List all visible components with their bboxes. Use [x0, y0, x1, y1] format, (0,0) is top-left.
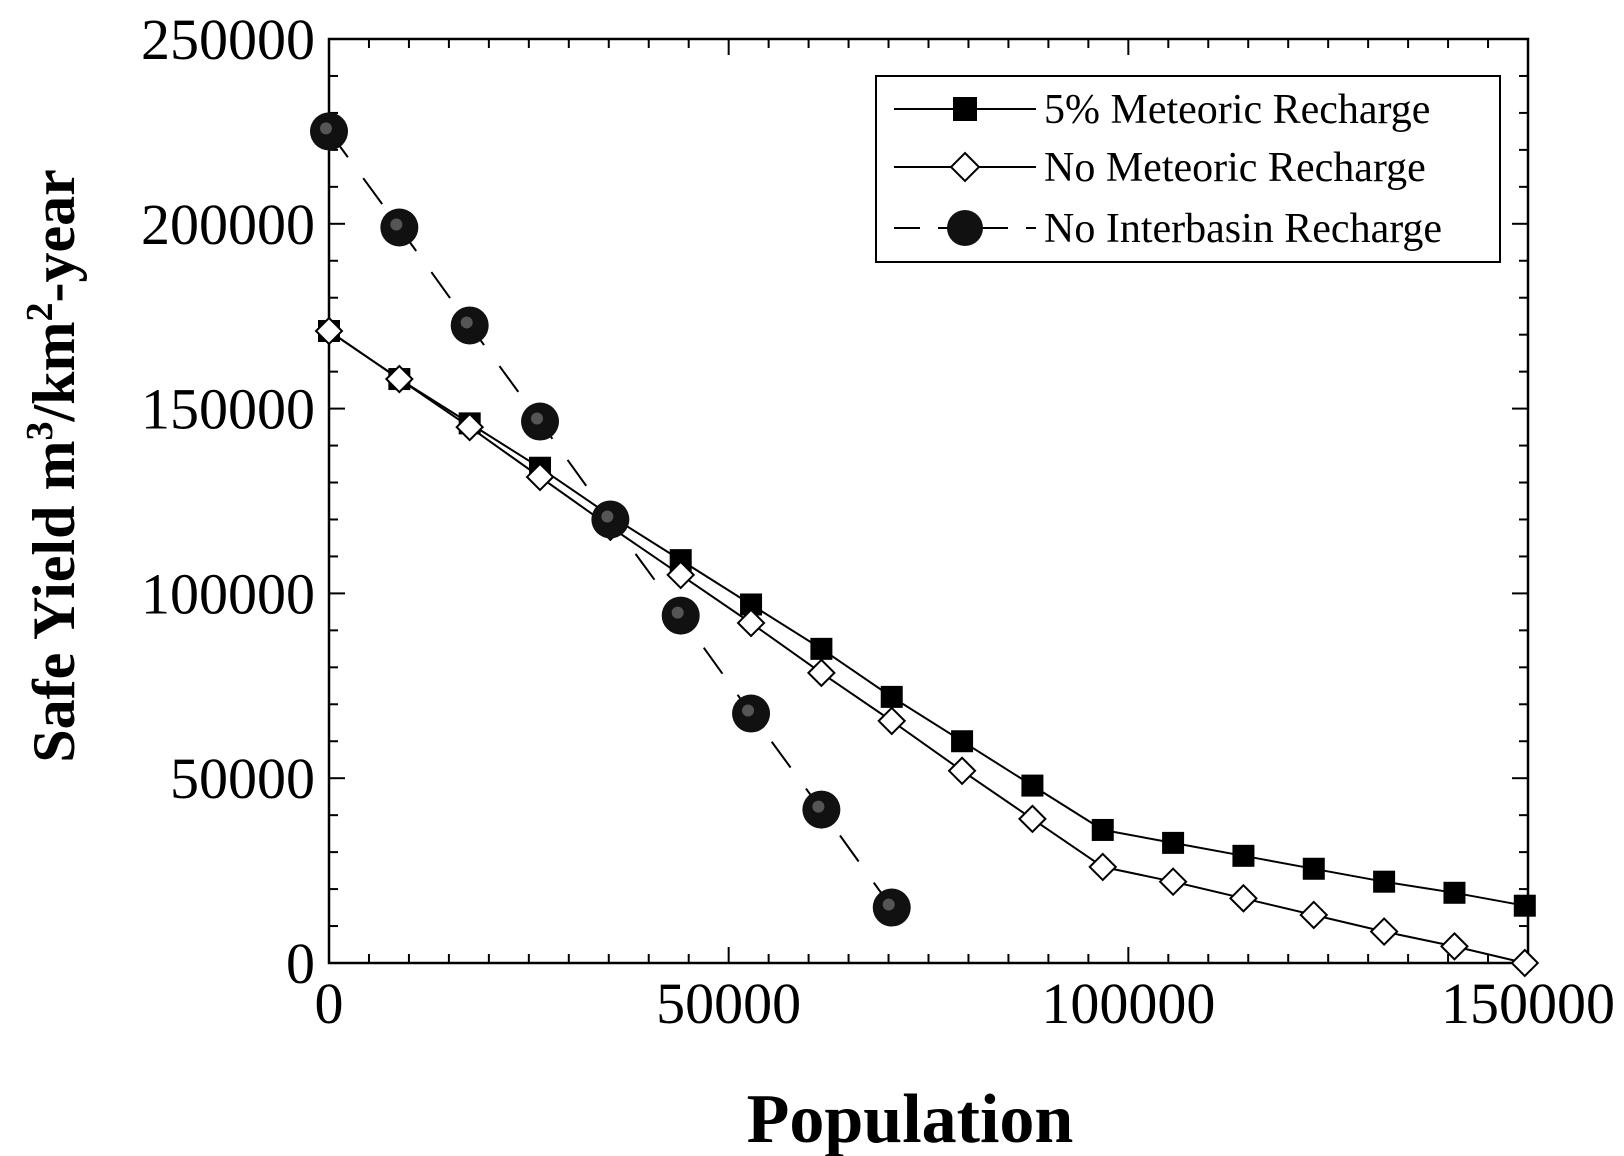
x-tick-label: 150000	[1441, 971, 1615, 1036]
data-point-diamond	[1369, 917, 1399, 946]
legend: 5% Meteoric Recharge No Meteoric Recharg…	[875, 75, 1501, 263]
legend-label: No Meteoric Recharge	[1044, 145, 1426, 191]
series-line-0	[328, 330, 1525, 907]
series-markers	[310, 112, 1540, 978]
data-point-diamond	[1088, 852, 1118, 882]
y-axis-title-superscript: 3	[19, 422, 61, 441]
data-point-square	[951, 730, 974, 753]
y-tick-label: 0	[286, 931, 315, 996]
series-line-1	[328, 330, 1526, 964]
data-point-square	[1302, 857, 1325, 880]
legend-marker-open-diamond	[949, 151, 981, 183]
y-axis-title-superscript: 2	[19, 303, 61, 322]
data-point-diamond	[1510, 948, 1540, 978]
y-tick-label: 50000	[170, 746, 315, 811]
data-point-square	[1232, 844, 1255, 867]
data-point-circle-highlight	[812, 800, 825, 813]
data-point-square	[1021, 774, 1044, 797]
data-point-diamond	[877, 706, 907, 736]
data-point-square	[880, 685, 903, 708]
data-point-diamond	[1299, 900, 1329, 930]
legend-entry-5pct-meteoric: 5% Meteoric Recharge	[894, 87, 1430, 133]
legend-entry-no-meteoric: No Meteoric Recharge	[894, 145, 1426, 191]
y-tick-label: 100000	[141, 561, 315, 626]
x-tick-label: 50000	[656, 971, 801, 1036]
data-point-diamond	[736, 608, 766, 638]
data-point-square	[1162, 831, 1185, 854]
data-point-square	[740, 593, 763, 616]
data-point-diamond	[314, 316, 344, 346]
data-point-square	[810, 637, 833, 660]
plot-axes	[327, 37, 1530, 965]
data-point-square	[1091, 818, 1114, 841]
y-axis-title: Safe Yield m3/km2-year	[19, 169, 87, 762]
x-tick-label: 100000	[1041, 971, 1215, 1036]
y-axis-title-part: /km	[21, 322, 87, 423]
data-point-circle-highlight	[531, 412, 544, 425]
data-point-diamond	[947, 756, 977, 786]
data-point-circle-highlight	[390, 218, 403, 231]
y-axis-title-part: Safe Yield m	[21, 441, 87, 763]
data-point-circle-highlight	[320, 122, 332, 135]
y-tick-label: 200000	[141, 192, 315, 257]
legend-marker-filled-circle	[947, 210, 983, 246]
legend-marker-filled-square	[953, 97, 977, 121]
data-point-diamond	[1017, 804, 1047, 834]
legend-label: 5% Meteoric Recharge	[1044, 87, 1430, 133]
data-point-circle-highlight	[882, 898, 895, 911]
data-point-diamond	[455, 412, 485, 442]
data-point-square	[669, 549, 692, 572]
data-point-diamond	[525, 462, 555, 492]
data-point-diamond	[806, 658, 836, 688]
data-point-square	[1513, 894, 1536, 917]
data-point-square	[1373, 870, 1396, 893]
y-axis-title-part: -year	[21, 169, 87, 302]
data-point-diamond	[1229, 883, 1258, 913]
data-point-circle-highlight	[601, 510, 614, 523]
data-point-diamond	[666, 560, 696, 590]
data-point-circle-highlight	[671, 606, 684, 619]
data-point-circle-highlight	[460, 316, 473, 329]
tick-labels: 0 50000 100000 150000 0 50000 100000 150000 2000…	[141, 7, 1615, 1036]
data-point-diamond	[1440, 931, 1469, 961]
data-point-circle-highlight	[742, 704, 755, 717]
y-tick-label: 250000	[141, 7, 315, 72]
data-point-square	[1443, 881, 1466, 904]
x-axis-title: Population	[747, 1081, 1074, 1156]
legend-label: No Interbasin Recharge	[1044, 206, 1442, 252]
y-tick-label: 150000	[141, 377, 315, 442]
data-point-diamond	[384, 364, 414, 394]
data-point-diamond	[1158, 867, 1188, 897]
x-tick-label: 0	[315, 971, 344, 1036]
legend-entry-no-interbasin: No Interbasin Recharge	[894, 206, 1442, 252]
